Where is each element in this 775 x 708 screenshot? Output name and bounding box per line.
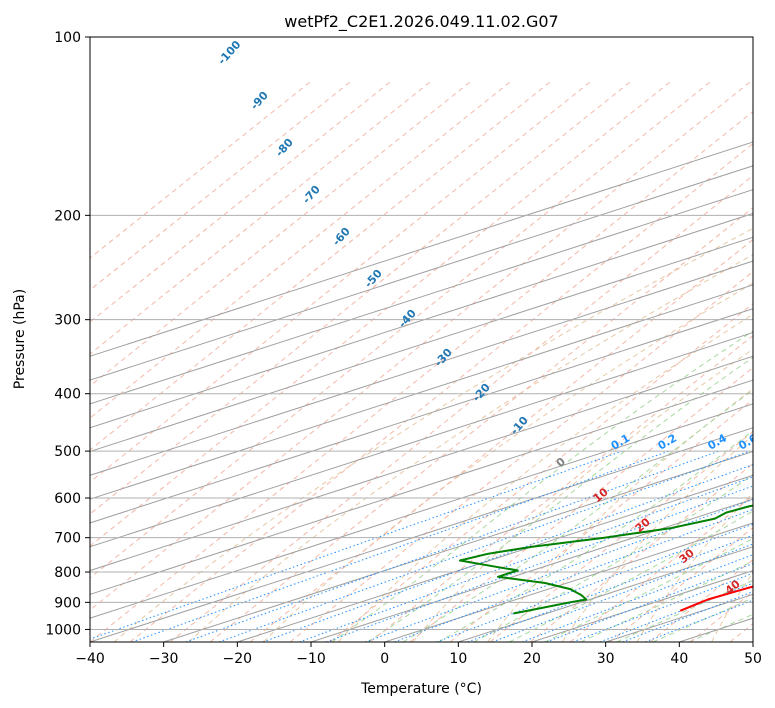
background-lines [90, 81, 775, 642]
y-tick-label: 400 [54, 387, 81, 403]
y-axis-ticks: 100 200 300 400 500 600 700 800 900 1000 [45, 30, 90, 638]
y-axis-label: Pressure (hPa) [12, 289, 28, 389]
equivalent-potential-line [90, 81, 511, 419]
equivalent-potential-line [129, 142, 753, 642]
y-tick-label: 900 [54, 595, 81, 611]
x-tick-label: 40 [670, 651, 688, 667]
equivalent-potential-line [90, 110, 753, 642]
mixing-ratio-line [645, 599, 753, 642]
equivalent-potential-line [90, 81, 391, 323]
mixing-ratio-line [131, 450, 670, 642]
mixing-ratio-line [325, 485, 753, 642]
mixing-ratio-line [622, 591, 753, 642]
dewpoint-line [459, 504, 753, 615]
moist-adiabat-line [402, 389, 753, 642]
y-tick-label: 500 [54, 444, 81, 460]
isotherm-line [90, 403, 753, 619]
equivalent-potential-line [90, 81, 471, 387]
dry-adiabat-line [113, 227, 753, 642]
isotherm-line [163, 450, 753, 642]
moist-adiabat-line [331, 330, 753, 642]
dry-adiabat-line [337, 313, 753, 642]
dry-adiabat-line [263, 282, 753, 642]
mixing-ratio-line [521, 554, 753, 642]
mixing-ratio-line [299, 476, 753, 642]
isotherm-line [310, 498, 753, 642]
isotherm-line [90, 284, 753, 500]
mixing-ratio-line [218, 450, 750, 642]
pressure-grid [90, 37, 753, 630]
equivalent-potential-line [90, 81, 631, 515]
x-tick-label: −20 [223, 651, 253, 667]
isotherm-line [384, 522, 753, 642]
y-tick-label: 200 [54, 208, 81, 224]
isotherm-line [90, 236, 753, 453]
x-tick-label: 10 [449, 651, 467, 667]
y-tick-label: 1000 [45, 622, 81, 638]
x-tick-label: 20 [523, 651, 541, 667]
profile-lines [459, 504, 753, 615]
y-tick-label: 100 [54, 30, 81, 46]
equivalent-potential-line [90, 81, 591, 483]
equivalent-potential-line [90, 81, 431, 355]
moist-adiabat-line [367, 356, 753, 642]
isotherm-line [752, 641, 753, 642]
x-axis-ticks: −40 −30 −20 −10 0 10 20 30 40 50 [75, 642, 762, 667]
isotherm-line [90, 379, 753, 595]
y-tick-label: 800 [54, 565, 81, 581]
isotherm-line [90, 165, 753, 381]
mixing-ratio-line [394, 508, 753, 642]
isotherm-line [90, 141, 753, 357]
isotherm-line [237, 474, 753, 642]
mixing-ratio-line [546, 562, 753, 642]
equivalent-potential-line [90, 81, 711, 579]
isotherm-line [90, 308, 753, 524]
x-tick-label: 0 [380, 651, 389, 667]
y-tick-label: 700 [54, 531, 81, 547]
equivalent-potential-line [90, 81, 351, 291]
plot-frame [89, 36, 754, 643]
x-tick-label: −40 [75, 651, 105, 667]
isotherm-line [90, 260, 753, 476]
equivalent-potential-line [90, 81, 671, 547]
x-tick-label: −10 [296, 651, 326, 667]
x-tick-label: −30 [149, 651, 179, 667]
moist-adiabat-line [438, 430, 753, 642]
equivalent-potential-line [770, 82, 775, 642]
y-tick-label: 300 [54, 313, 81, 329]
y-tick-label: 600 [54, 491, 81, 507]
isotherm-line [90, 189, 753, 405]
dry-adiabat-line [636, 492, 753, 642]
isotherm-line [90, 355, 753, 572]
isotherm-line [90, 427, 753, 642]
equivalent-potential-line [90, 81, 551, 451]
equivalent-potential-line [90, 81, 311, 259]
moist-adiabat-line [580, 560, 753, 642]
x-tick-label: 30 [597, 651, 615, 667]
equivalent-potential-line [90, 81, 751, 611]
moist-adiabat-line [509, 510, 753, 642]
x-axis-label: Temperature (°C) [360, 681, 482, 697]
isotherm-line [90, 212, 753, 429]
isotherm-line [90, 331, 753, 548]
x-tick-label: 50 [744, 651, 762, 667]
dry-adiabat-line [188, 253, 753, 642]
chart-title: wetPf2_C2E1.2026.049.11.02.G07 [284, 12, 558, 32]
